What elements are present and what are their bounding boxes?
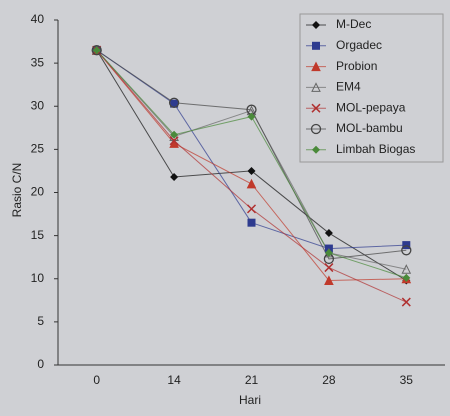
y-tick-label: 20	[31, 185, 45, 199]
y-tick-label: 30	[31, 98, 45, 112]
series-line	[96, 49, 407, 260]
data-point	[247, 166, 256, 175]
y-tick-label: 10	[31, 271, 45, 285]
x-tick-label: 28	[322, 373, 336, 387]
x-tick-label: 14	[167, 373, 181, 387]
data-point	[324, 275, 334, 285]
legend-label: Orgadec	[336, 38, 382, 52]
legend-marker	[311, 61, 321, 72]
data-point	[247, 218, 256, 227]
data-point	[170, 130, 179, 139]
legend-label: Limbah Biogas	[336, 142, 415, 156]
legend-marker	[311, 82, 321, 92]
data-point	[401, 297, 411, 307]
legend-label: MOL-bambu	[336, 121, 403, 135]
legend-label: Probion	[336, 59, 377, 73]
legend-marker	[310, 123, 322, 135]
data-point	[170, 172, 179, 181]
y-tick-label: 25	[31, 142, 45, 156]
legend-marker	[311, 103, 321, 113]
data-point	[169, 136, 179, 146]
x-tick-label: 35	[400, 373, 414, 387]
data-point	[91, 45, 102, 56]
legend-label: M-Dec	[336, 17, 371, 31]
y-axis-label: Rasio C/N	[10, 163, 24, 218]
y-tick-label: 40	[31, 12, 45, 26]
y-tick-label: 5	[37, 314, 44, 328]
data-point	[246, 178, 257, 189]
data-point	[246, 204, 257, 214]
x-tick-label: 0	[93, 373, 100, 387]
x-tick-label: 21	[245, 373, 259, 387]
legend-label: MOL-pepaya	[336, 100, 406, 114]
data-point	[168, 97, 180, 108]
x-axis-label: Hari	[239, 393, 261, 407]
data-point	[402, 241, 411, 250]
data-point	[170, 99, 179, 108]
data-point	[402, 273, 411, 282]
legend-box	[299, 13, 444, 163]
y-tick-label: 35	[31, 55, 45, 69]
data-point	[247, 112, 256, 121]
legend-label: EM4	[336, 80, 361, 94]
data-point	[324, 248, 333, 257]
data-point	[324, 263, 334, 273]
y-tick-label: 15	[31, 228, 45, 242]
data-point	[324, 229, 333, 238]
legend-marker	[312, 145, 320, 154]
data-point	[401, 264, 412, 274]
y-tick-label: 0	[37, 357, 44, 371]
data-point	[401, 245, 412, 256]
legend-marker	[312, 21, 320, 29]
legend-marker	[312, 41, 320, 50]
data-point	[92, 46, 101, 55]
